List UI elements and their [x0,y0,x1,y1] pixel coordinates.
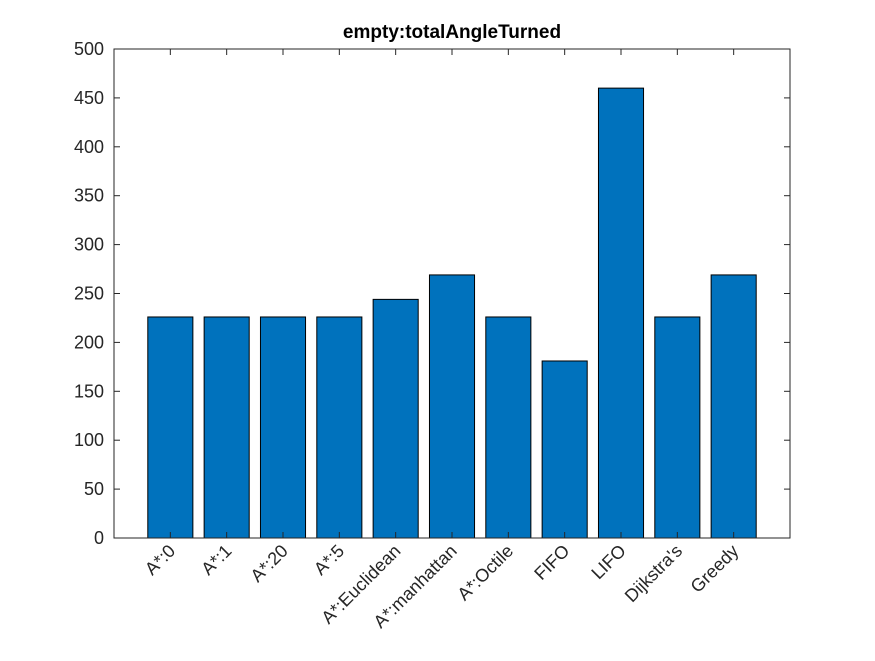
x-tick-label: A*:1 [197,541,235,579]
bar [259,316,307,539]
y-tick-label: 200 [74,332,104,352]
y-tick-label: 350 [74,186,104,206]
y-tick-label: 450 [74,88,104,108]
x-tick-label: FIFO [530,541,573,584]
plot-area: 0 50 100 150 200 250 300 350 400 450 500 A*:0 A*:1 A*… [74,39,791,632]
y-tick-label: 150 [74,381,104,401]
y-tick-label: 500 [74,39,104,59]
bar [710,274,757,539]
y-tick-label: 400 [74,137,104,157]
bar [372,298,419,539]
chart-title: empty:totalAngleTurned [343,22,561,43]
y-tick-label: 0 [94,528,104,548]
y-tick-label: 250 [74,284,104,304]
bar [203,316,250,539]
bar [147,316,194,539]
x-tick-label: Greedy [687,541,743,597]
bar [541,360,588,539]
bar [654,316,701,539]
x-tick-label: A*:20 [247,541,292,586]
y-tick-label: 300 [74,235,104,255]
x-tick-label: A*:0 [141,541,179,579]
x-tick-label: Dijkstra's [621,541,686,606]
y-tick-label: 50 [84,479,104,499]
x-tick-label: LIFO [587,541,629,583]
y-tick-label: 100 [74,430,104,450]
bar [485,316,532,539]
x-tick-label: A*:Octile [454,541,518,605]
bar [316,316,363,539]
x-tick-label: A*:5 [310,541,348,579]
bar [428,274,476,539]
bar [597,87,645,539]
